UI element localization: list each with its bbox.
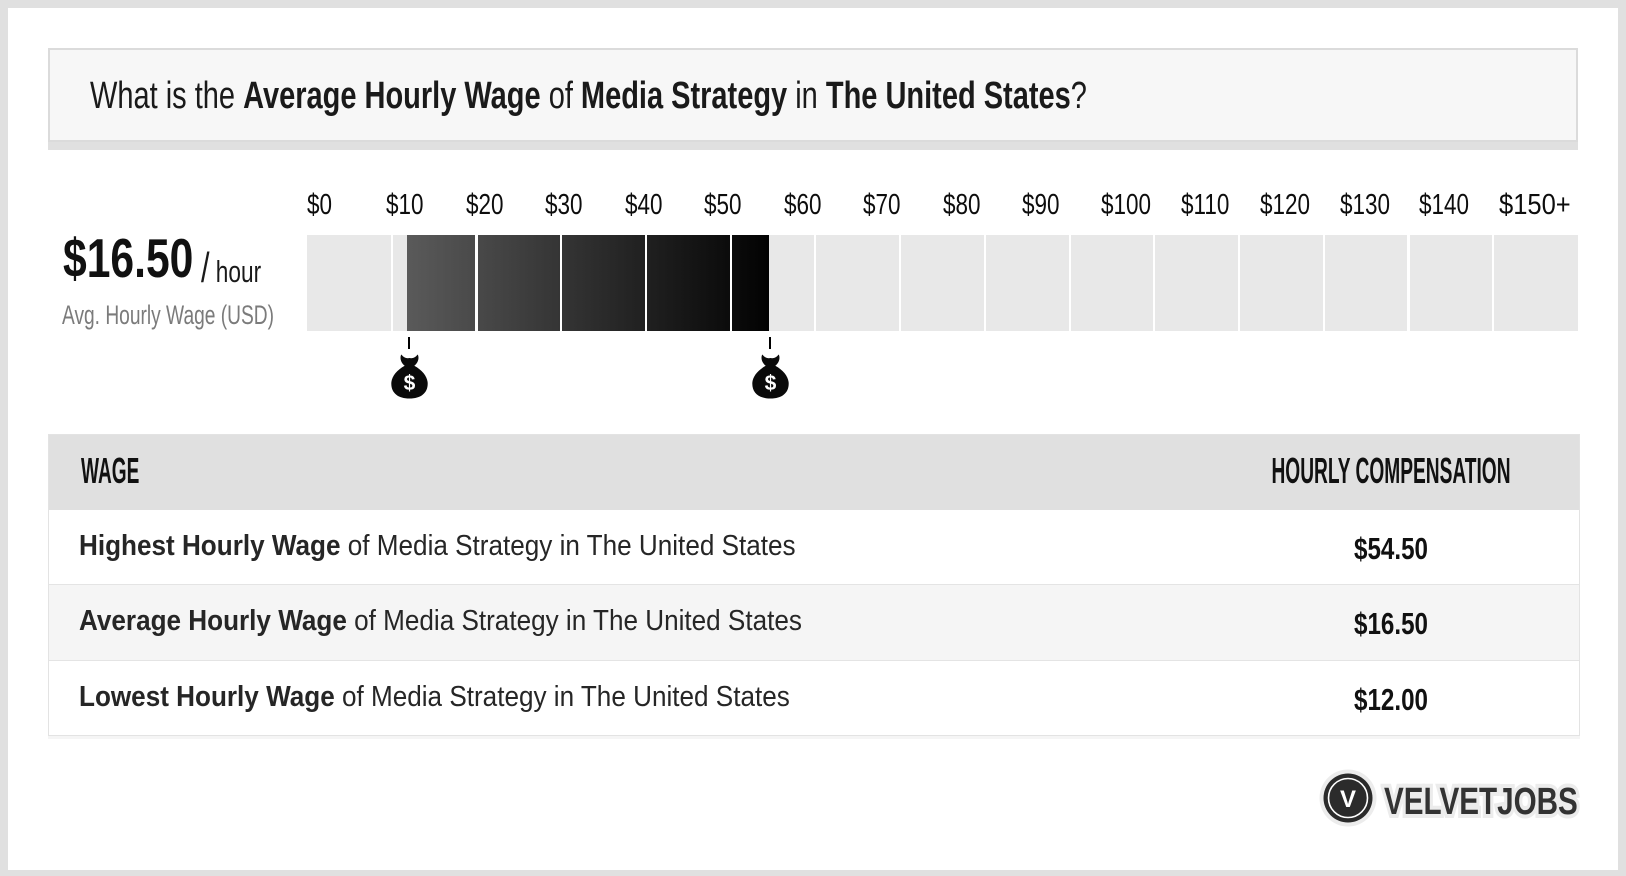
svg-text:$: $ [765,372,777,395]
svg-text:V: V [1340,786,1356,813]
svg-text:$: $ [404,372,416,395]
